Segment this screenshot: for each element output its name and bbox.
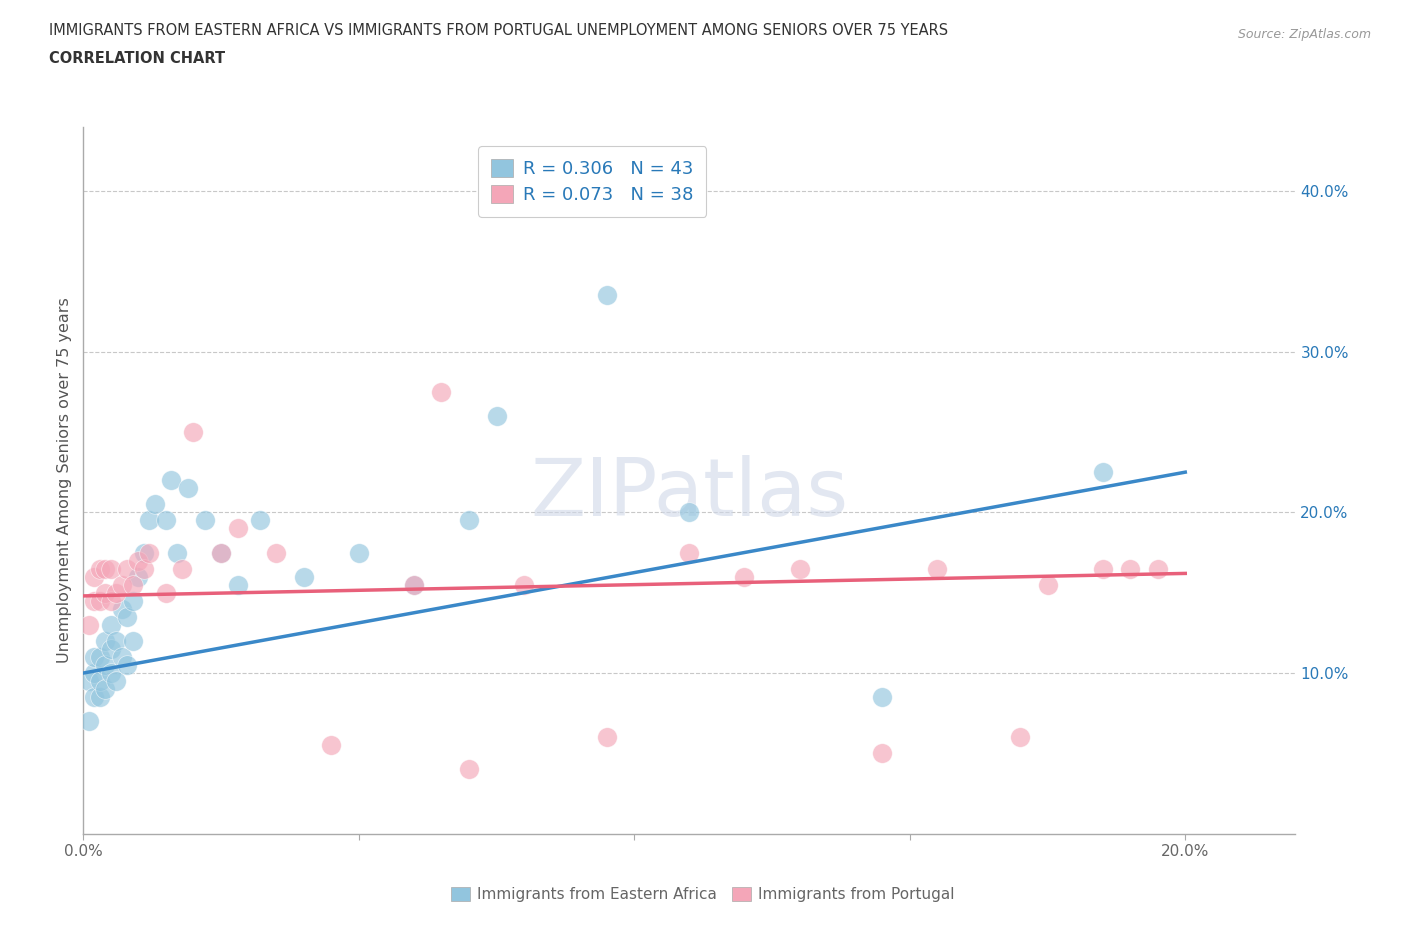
Point bbox=[160, 472, 183, 487]
Point bbox=[177, 481, 200, 496]
Point bbox=[94, 658, 117, 672]
Point bbox=[1119, 561, 1142, 576]
Point bbox=[127, 569, 149, 584]
Point bbox=[83, 569, 105, 584]
Point bbox=[596, 288, 619, 303]
Point bbox=[77, 714, 100, 729]
Text: CORRELATION CHART: CORRELATION CHART bbox=[49, 51, 225, 66]
Point bbox=[105, 585, 128, 600]
Point bbox=[111, 578, 134, 592]
Point bbox=[111, 602, 134, 617]
Point bbox=[1091, 465, 1114, 480]
Point bbox=[513, 578, 536, 592]
Point bbox=[122, 578, 145, 592]
Point bbox=[94, 585, 117, 600]
Point bbox=[105, 633, 128, 648]
Point bbox=[83, 649, 105, 664]
Point bbox=[209, 545, 232, 560]
Point bbox=[430, 384, 453, 399]
Point bbox=[100, 618, 122, 632]
Point bbox=[77, 618, 100, 632]
Text: IMMIGRANTS FROM EASTERN AFRICA VS IMMIGRANTS FROM PORTUGAL UNEMPLOYMENT AMONG SE: IMMIGRANTS FROM EASTERN AFRICA VS IMMIGR… bbox=[49, 23, 948, 38]
Point bbox=[927, 561, 949, 576]
Point bbox=[89, 593, 111, 608]
Legend: R = 0.306   N = 43, R = 0.073   N = 38: R = 0.306 N = 43, R = 0.073 N = 38 bbox=[478, 146, 706, 217]
Point bbox=[89, 673, 111, 688]
Point bbox=[172, 561, 194, 576]
Point bbox=[105, 673, 128, 688]
Point bbox=[166, 545, 188, 560]
Point bbox=[292, 569, 315, 584]
Point bbox=[1091, 561, 1114, 576]
Point bbox=[132, 545, 155, 560]
Point bbox=[183, 424, 205, 439]
Point bbox=[127, 553, 149, 568]
Point bbox=[155, 585, 177, 600]
Point bbox=[122, 593, 145, 608]
Point bbox=[264, 545, 287, 560]
Point bbox=[870, 746, 893, 761]
Point bbox=[678, 505, 700, 520]
Text: ZIPatlas: ZIPatlas bbox=[530, 456, 848, 533]
Point bbox=[870, 690, 893, 705]
Point bbox=[138, 545, 160, 560]
Point bbox=[347, 545, 370, 560]
Point bbox=[83, 690, 105, 705]
Point bbox=[117, 658, 139, 672]
Point bbox=[1036, 578, 1059, 592]
Point bbox=[89, 690, 111, 705]
Point bbox=[193, 513, 215, 528]
Point bbox=[226, 521, 249, 536]
Point bbox=[143, 497, 166, 512]
Point bbox=[321, 737, 343, 752]
Point bbox=[89, 561, 111, 576]
Point bbox=[458, 762, 481, 777]
Y-axis label: Unemployment Among Seniors over 75 years: Unemployment Among Seniors over 75 years bbox=[58, 298, 72, 663]
Point bbox=[458, 513, 481, 528]
Text: Source: ZipAtlas.com: Source: ZipAtlas.com bbox=[1237, 28, 1371, 41]
Point bbox=[122, 633, 145, 648]
Point bbox=[100, 642, 122, 657]
Point bbox=[94, 682, 117, 697]
Point bbox=[89, 649, 111, 664]
Point bbox=[678, 545, 700, 560]
Point bbox=[789, 561, 811, 576]
Point bbox=[733, 569, 755, 584]
Point bbox=[83, 593, 105, 608]
Point bbox=[100, 593, 122, 608]
Point bbox=[249, 513, 271, 528]
Point bbox=[138, 513, 160, 528]
Point bbox=[117, 561, 139, 576]
Legend: Immigrants from Eastern Africa, Immigrants from Portugal: Immigrants from Eastern Africa, Immigran… bbox=[446, 881, 960, 909]
Point bbox=[100, 666, 122, 681]
Point bbox=[485, 408, 508, 423]
Point bbox=[1146, 561, 1168, 576]
Point bbox=[117, 609, 139, 624]
Point bbox=[402, 578, 425, 592]
Point bbox=[209, 545, 232, 560]
Point bbox=[77, 673, 100, 688]
Point bbox=[402, 578, 425, 592]
Point bbox=[155, 513, 177, 528]
Point bbox=[83, 666, 105, 681]
Point bbox=[111, 649, 134, 664]
Point bbox=[596, 730, 619, 745]
Point bbox=[1008, 730, 1031, 745]
Point bbox=[94, 561, 117, 576]
Point bbox=[132, 561, 155, 576]
Point bbox=[94, 633, 117, 648]
Point bbox=[226, 578, 249, 592]
Point bbox=[100, 561, 122, 576]
